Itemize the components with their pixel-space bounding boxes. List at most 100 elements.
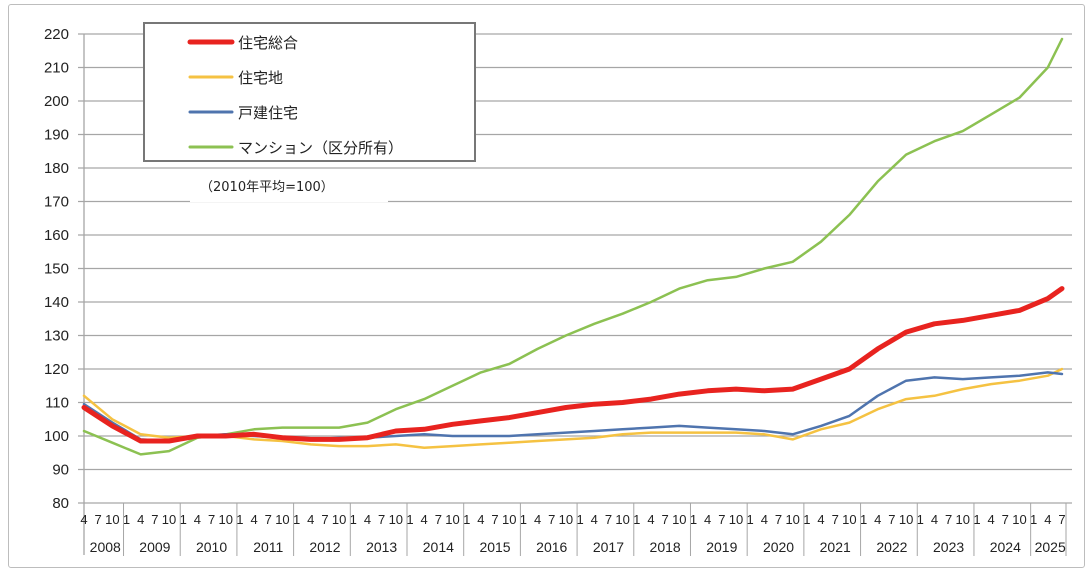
x-year-label: 2014 [423, 539, 454, 555]
y-tick-label: 180 [44, 160, 69, 177]
y-tick-label: 210 [44, 60, 69, 77]
x-month-label: 10 [899, 512, 913, 527]
x-month-label: 4 [137, 512, 144, 527]
x-month-label: 10 [275, 512, 289, 527]
x-month-label: 10 [956, 512, 970, 527]
x-month-label: 1 [917, 512, 924, 527]
x-month-label: 10 [332, 512, 346, 527]
legend-label: 住宅地 [238, 69, 283, 87]
x-month-label: 1 [1030, 512, 1037, 527]
x-month-label: 4 [194, 512, 201, 527]
x-month-label: 1 [123, 512, 130, 527]
x-month-label: 1 [293, 512, 300, 527]
x-month-label: 7 [491, 512, 498, 527]
series-line [81, 286, 1065, 444]
x-month-label: 10 [615, 512, 629, 527]
x-month-label: 7 [265, 512, 272, 527]
x-year-label: 2018 [650, 539, 681, 555]
x-month-label: 1 [973, 512, 980, 527]
y-tick-label: 160 [44, 227, 69, 244]
x-month-label: 4 [364, 512, 371, 527]
x-month-label: 7 [945, 512, 952, 527]
x-month-label: 4 [647, 512, 654, 527]
x-year-label: 2010 [196, 539, 227, 555]
base-note: （2010年平均=100） [200, 180, 334, 195]
x-month-label: 1 [690, 512, 697, 527]
x-month-label: 4 [534, 512, 541, 527]
y-tick-label: 90 [52, 462, 69, 479]
x-month-label: 10 [785, 512, 799, 527]
series-lines [81, 37, 1065, 456]
y-tick-label: 110 [45, 395, 69, 412]
x-month-label: 10 [672, 512, 686, 527]
x-month-label: 4 [477, 512, 484, 527]
x-month-label: 7 [662, 512, 669, 527]
x-year-label: 2021 [820, 539, 851, 555]
series-line [82, 367, 1064, 449]
x-month-label: 4 [421, 512, 428, 527]
x-month-label: 10 [162, 512, 176, 527]
x-month-label: 4 [988, 512, 995, 527]
y-tick-label: 190 [44, 127, 69, 144]
x-month-label: 10 [842, 512, 856, 527]
y-tick-label: 100 [44, 428, 69, 445]
y-axis: 80 90 100 110 120 130 140 150 160 170 180 190 200 210… [44, 26, 69, 512]
x-month-label: 7 [1058, 512, 1065, 527]
x-month-label: 4 [874, 512, 881, 527]
x-month-label: 10 [219, 512, 233, 527]
y-tick-label: 200 [44, 93, 69, 110]
y-tick-label: 80 [52, 495, 69, 512]
x-year-label: 2016 [536, 539, 567, 555]
x-year-label: 2017 [593, 539, 624, 555]
x-month-label: 7 [435, 512, 442, 527]
x-month-label: 1 [406, 512, 413, 527]
x-month-label: 4 [931, 512, 938, 527]
legend-label: マンション（区分所有） [238, 139, 403, 157]
x-month-label: 7 [832, 512, 839, 527]
y-tick-label: 140 [44, 294, 69, 311]
x-month-label: 4 [591, 512, 598, 527]
x-month-label: 7 [151, 512, 158, 527]
x-month-label: 7 [548, 512, 555, 527]
x-year-label: 2009 [139, 539, 170, 555]
x-year-label: 2011 [253, 539, 283, 555]
x-month-label: 7 [1002, 512, 1009, 527]
y-tick-label: 170 [44, 194, 69, 211]
x-month-label: 7 [95, 512, 102, 527]
series-line [82, 37, 1064, 456]
x-month-label: 4 [1044, 512, 1051, 527]
x-month-label: 10 [559, 512, 573, 527]
x-month-label: 10 [445, 512, 459, 527]
x-month-label: 4 [307, 512, 314, 527]
x-month-label: 7 [775, 512, 782, 527]
x-month-label: 1 [463, 512, 470, 527]
x-month-label: 4 [250, 512, 257, 527]
y-tick-label: 150 [44, 261, 69, 278]
x-month-label: 4 [761, 512, 768, 527]
x-year-label: 2020 [763, 539, 794, 555]
x-month-label: 10 [1012, 512, 1026, 527]
x-year-label: 2023 [933, 539, 964, 555]
x-month-label: 7 [378, 512, 385, 527]
x-year-label: 2013 [366, 539, 397, 555]
x-month-label: 10 [389, 512, 403, 527]
x-year-label: 2024 [990, 539, 1021, 555]
x-month-label: 10 [729, 512, 743, 527]
x-month-label: 7 [208, 512, 215, 527]
x-month-label: 7 [605, 512, 612, 527]
x-month-label: 1 [236, 512, 243, 527]
x-month-label: 4 [704, 512, 711, 527]
x-month-label: 1 [576, 512, 583, 527]
x-month-label: 1 [350, 512, 357, 527]
x-month-label: 1 [747, 512, 754, 527]
y-tick-label: 130 [44, 328, 69, 345]
y-tick-label: 220 [44, 26, 69, 43]
legend-label: 戸建住宅 [238, 104, 298, 122]
x-year-label: 2025 [1035, 539, 1066, 555]
x-year-label: 2022 [876, 539, 907, 555]
x-month-label: 4 [817, 512, 824, 527]
x-month-label: 7 [718, 512, 725, 527]
